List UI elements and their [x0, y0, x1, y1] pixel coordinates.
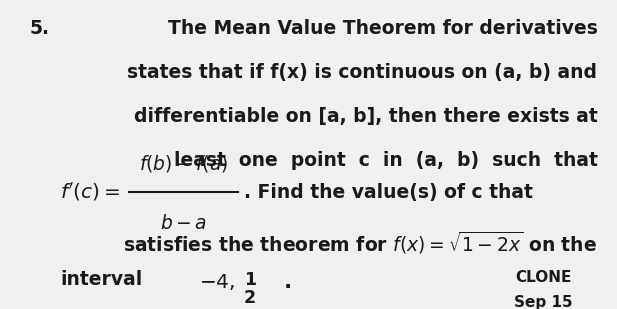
Text: interval: interval	[60, 270, 142, 289]
Text: 1: 1	[244, 271, 256, 289]
Text: .: .	[283, 272, 292, 292]
Text: least  one  point  c  in  (a,  b)  such  that: least one point c in (a, b) such that	[173, 151, 597, 170]
Text: $f(b)-f(a)$: $f(b)-f(a)$	[139, 153, 228, 174]
Text: CLONE: CLONE	[515, 270, 571, 285]
Text: Sep 15: Sep 15	[514, 295, 573, 309]
Text: states that if f(x) is continuous on (a, b) and: states that if f(x) is continuous on (a,…	[128, 63, 597, 82]
Text: The Mean Value Theorem for derivatives: The Mean Value Theorem for derivatives	[168, 19, 597, 38]
Text: $-4,$: $-4,$	[199, 272, 235, 292]
Text: $b-a$: $b-a$	[160, 214, 207, 233]
Text: $f'(c)=$: $f'(c)=$	[60, 181, 120, 203]
Text: 2: 2	[244, 289, 256, 307]
Text: . Find the value(s) of c that: . Find the value(s) of c that	[244, 183, 533, 202]
Text: 5.: 5.	[30, 19, 50, 38]
Text: differentiable on [a, b], then there exists at: differentiable on [a, b], then there exi…	[134, 107, 597, 126]
Text: satisfies the theorem for $f(x) = \sqrt{1-2x}$ on the: satisfies the theorem for $f(x) = \sqrt{…	[123, 230, 597, 256]
